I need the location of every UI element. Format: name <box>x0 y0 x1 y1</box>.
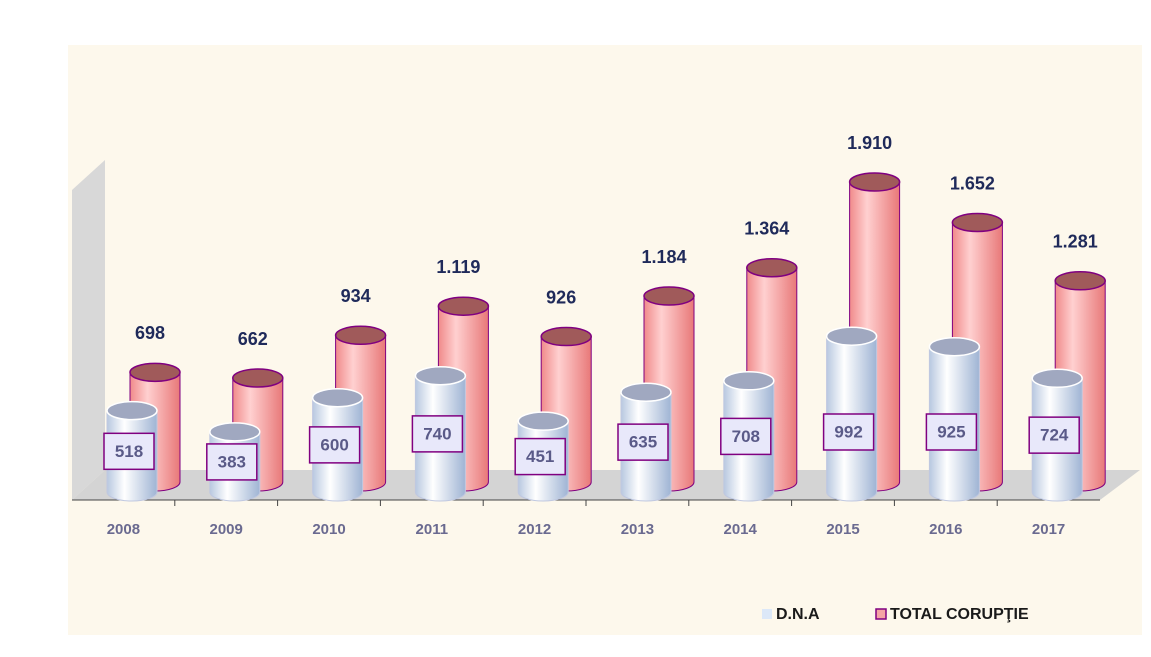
x-tick-label: 2016 <box>929 521 962 538</box>
value-label: 1.281 <box>1053 232 1098 252</box>
value-label: 451 <box>526 447 554 466</box>
cylinder-top <box>620 382 672 403</box>
cylinder-top <box>825 326 878 346</box>
value-label: 518 <box>115 442 143 461</box>
value-label-box <box>925 413 978 451</box>
value-label-box <box>411 415 464 453</box>
x-tick-label: 2011 <box>416 521 449 538</box>
value-label: 934 <box>341 286 371 306</box>
value-label-box <box>1028 416 1080 454</box>
cylinder-top <box>540 326 592 347</box>
cylinder-top <box>311 388 364 408</box>
x-tick-label: 2010 <box>312 521 345 538</box>
cylinder-top <box>129 362 181 383</box>
value-label: 1.652 <box>950 173 995 193</box>
x-tick-label: 2015 <box>826 521 859 538</box>
cylinder-top <box>848 172 901 192</box>
x-tick-label: 2012 <box>518 521 551 538</box>
cylinder-top <box>437 296 490 316</box>
value-label: 662 <box>238 329 268 349</box>
back-wall <box>72 160 105 500</box>
value-label-box <box>720 417 772 456</box>
cylinder-top <box>723 371 775 391</box>
x-tick-label: 2014 <box>724 521 758 538</box>
cylinder-top <box>643 286 695 306</box>
value-label-box <box>822 413 875 451</box>
cylinder-top <box>1031 368 1083 389</box>
legend-label: TOTAL CORUPŢIE <box>890 606 1029 623</box>
value-label: 1.119 <box>436 257 480 277</box>
x-tick-label: 2009 <box>210 521 243 538</box>
legend-swatch <box>762 609 772 619</box>
x-tick-label: 2017 <box>1032 521 1065 538</box>
cylinder-top <box>1054 271 1106 291</box>
value-label: 1.910 <box>847 133 892 153</box>
value-label: 1.184 <box>641 247 686 267</box>
value-label-box <box>514 437 566 476</box>
value-label-box <box>617 423 669 461</box>
cylinder-top <box>209 422 261 442</box>
x-tick-label: 2013 <box>621 521 654 538</box>
value-label-box <box>308 426 361 464</box>
cylinder-top <box>517 411 569 431</box>
value-label: 925 <box>937 422 965 441</box>
value-label: 1.364 <box>744 219 789 239</box>
legend-swatch <box>875 608 887 620</box>
value-label: 600 <box>320 435 348 454</box>
cylinder-top <box>106 400 158 421</box>
value-label: 708 <box>732 427 760 446</box>
value-label: 724 <box>1040 426 1069 445</box>
cylinder-top <box>232 368 284 388</box>
value-label: 740 <box>423 424 451 443</box>
value-label-box <box>206 443 258 481</box>
legend-label: D.N.A <box>776 606 820 623</box>
cylinder-top <box>746 258 798 278</box>
value-label: 383 <box>218 452 246 471</box>
cylinder-top <box>414 366 467 386</box>
value-label: 992 <box>834 422 862 441</box>
value-label: 635 <box>629 433 657 452</box>
cylinder-top <box>928 336 981 357</box>
value-label-box <box>103 432 155 471</box>
value-label: 698 <box>135 323 165 343</box>
value-label: 926 <box>546 287 576 307</box>
x-tick-label: 2008 <box>107 521 140 538</box>
cylinder-top <box>334 325 387 346</box>
cylinder-top <box>951 212 1004 233</box>
